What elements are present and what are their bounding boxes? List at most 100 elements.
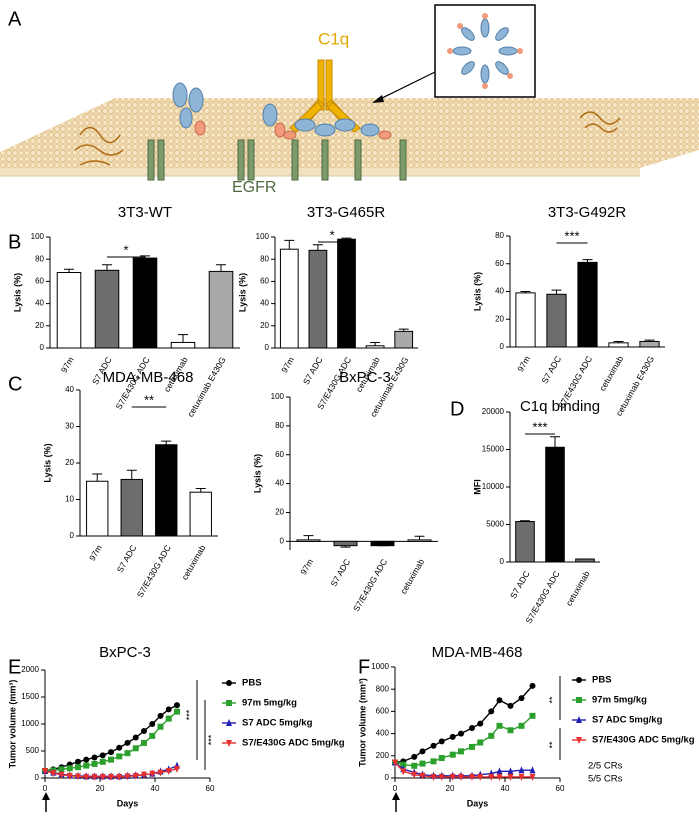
point (458, 773, 464, 781)
point (469, 773, 475, 781)
point (518, 766, 525, 774)
point (124, 739, 131, 746)
error-bar (398, 328, 409, 332)
day0-arrows (42, 792, 400, 812)
point (50, 770, 57, 778)
x-axis-label: Days (467, 798, 489, 808)
point (419, 772, 426, 780)
point (529, 773, 536, 781)
y-tick-label: 40 (495, 287, 504, 296)
legend-marker (576, 697, 582, 703)
bar (86, 480, 109, 537)
point (529, 712, 536, 719)
y-tick-label: 80 (495, 231, 504, 240)
significance-label: * (330, 227, 335, 242)
legend-label: PBS (592, 675, 612, 686)
legend-label: S7 ADC 5mg/kg (592, 715, 663, 726)
error-bar (370, 341, 381, 346)
chart-title: 3T3-WT (118, 204, 172, 221)
significance-label: ** (547, 696, 557, 704)
point (507, 767, 514, 775)
error-bar (195, 488, 206, 493)
significance-label: ** (547, 741, 557, 749)
error-bar (312, 244, 323, 251)
bar (296, 539, 321, 542)
x-tick-label: 97m (87, 543, 104, 562)
point (507, 773, 514, 781)
legend-label: PBS (242, 678, 262, 689)
point (149, 732, 156, 739)
point (141, 728, 147, 735)
y-tick-label: 0 (265, 343, 270, 352)
point (449, 751, 456, 758)
bar (370, 540, 395, 547)
bar (120, 478, 143, 537)
x-tick-label: cetuximab (179, 543, 207, 582)
bar (208, 270, 234, 349)
legend-marker (576, 677, 582, 683)
x-tick-label: S7 ADC (539, 354, 563, 385)
panel-letter: F (358, 656, 370, 678)
error-bar (284, 239, 295, 250)
y-tick-label: 20 (260, 321, 269, 330)
point (458, 748, 464, 755)
y-tick-label: 0 (40, 343, 45, 352)
point (496, 697, 503, 704)
bar (515, 521, 535, 563)
point (430, 742, 437, 749)
error-bar (613, 340, 624, 343)
y-tick-label: 5000 (486, 520, 504, 529)
point (42, 767, 48, 775)
point (91, 760, 98, 767)
point (99, 752, 106, 759)
x-tick-label: cetuximab E430G (185, 355, 227, 419)
y-tick-label: 0 (35, 773, 40, 782)
panel-letter: B (8, 231, 21, 253)
point (165, 706, 172, 713)
bar (365, 345, 385, 349)
point (58, 766, 65, 773)
y-tick-label: 100 (31, 232, 45, 241)
bar (132, 257, 158, 349)
point (149, 770, 156, 778)
y-tick-label: 0 (385, 773, 390, 782)
point (58, 771, 65, 779)
significance-label: *** (206, 734, 216, 745)
y-tick-label: 80 (260, 254, 269, 263)
y-axis-label: Lysis (%) (42, 443, 52, 482)
point (449, 773, 456, 781)
point (411, 762, 418, 769)
error-bar (520, 291, 531, 293)
error-bar (341, 237, 352, 240)
point (149, 721, 156, 727)
point (116, 753, 123, 760)
y-tick-label: 1000 (21, 719, 39, 728)
point (174, 765, 180, 773)
x-tick-label: 97m (279, 355, 296, 374)
significance-label: *** (564, 228, 579, 243)
x-tick-label: S7 ADC (508, 569, 532, 600)
error-bar (126, 469, 137, 480)
point (411, 771, 418, 779)
x-tick-label: 60 (556, 784, 565, 793)
y-tick-label: 1000 (371, 662, 389, 671)
bar (407, 539, 432, 542)
x-tick-label: 40 (501, 784, 510, 793)
x-tick-label: S7/E430G ADC (351, 557, 389, 613)
chart-title: 3T3-G465R (307, 204, 386, 221)
x-tick-label: 97m (59, 355, 76, 374)
y-axis-label: Tumor volume (mm³) (7, 680, 17, 769)
y-tick-label: 500 (26, 746, 40, 755)
point (477, 739, 484, 746)
significance-label: *** (532, 419, 547, 434)
point (116, 744, 123, 751)
point (99, 773, 106, 781)
point (124, 773, 131, 781)
y-tick-label: 800 (376, 684, 390, 693)
chart-title: BxPC-3 (99, 644, 151, 661)
point (477, 773, 484, 781)
point (438, 738, 445, 745)
point (108, 756, 114, 763)
point (165, 767, 172, 775)
